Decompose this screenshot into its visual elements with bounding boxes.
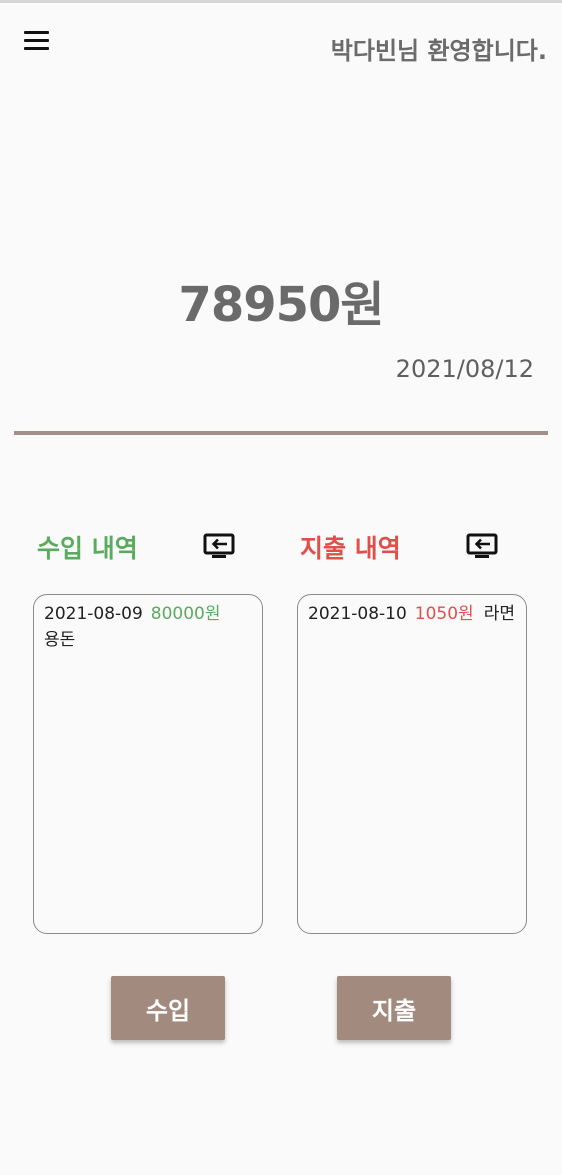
income-section-title: 수입 내역 [37,534,138,563]
list-item[interactable]: 2021-08-10 1050원 라면 [308,601,516,627]
divider [14,431,548,435]
expense-list[interactable]: 2021-08-10 1050원 라면 [297,594,527,934]
expense-swap-icon[interactable] [466,533,498,559]
entry-memo: 라면 [483,604,515,624]
current-date: 2021/08/12 [395,355,534,383]
income-swap-icon[interactable] [203,533,235,559]
balance-amount: 78950원 [178,277,384,333]
entry-memo: 용돈 [44,630,76,650]
entry-date: 2021-08-09 [44,604,143,624]
add-expense-button[interactable]: 지출 [337,976,451,1040]
entry-amount: 80000원 [150,604,221,624]
welcome-text: 박다빈님 환영합니다. [330,37,547,65]
hamburger-menu-icon[interactable] [24,31,52,55]
entry-date: 2021-08-10 [308,604,407,624]
expense-section-title: 지출 내역 [300,534,401,563]
income-list[interactable]: 2021-08-09 80000원 용돈 [33,594,263,934]
entry-amount: 1050원 [414,604,474,624]
add-income-button[interactable]: 수입 [111,976,225,1040]
list-item[interactable]: 2021-08-09 80000원 용돈 [44,601,252,653]
